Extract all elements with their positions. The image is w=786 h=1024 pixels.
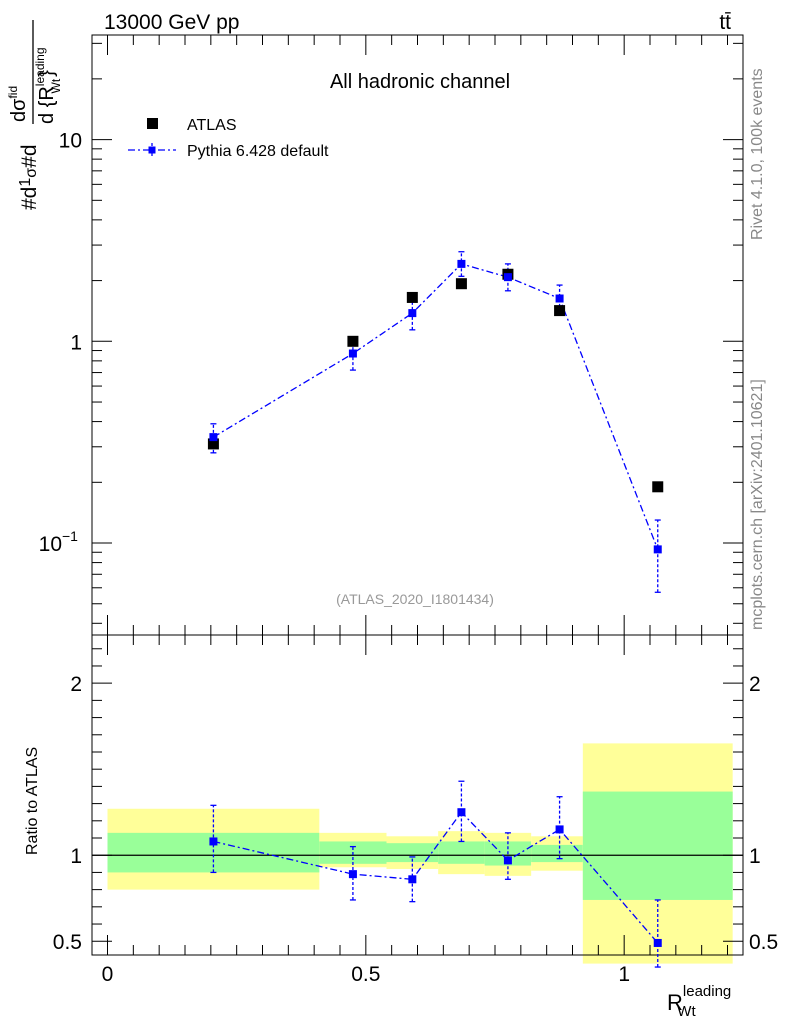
atlas-point [652, 481, 664, 493]
main-y-tick-exponent: −1 [62, 528, 78, 544]
pythia-point [348, 349, 357, 358]
ylabel-sigma-frac: 1 [17, 178, 34, 187]
main-y-tick-label: 10 [59, 130, 82, 153]
ratio-point [408, 875, 417, 884]
main-y-tick-label: 1 [70, 331, 82, 354]
main-plot-area [207, 251, 664, 593]
ratio-y-title: Ratio to ATLAS [24, 747, 41, 855]
ratio-plot-area [92, 780, 743, 968]
ylabel-sigma: σ [23, 168, 40, 178]
ratio-point [653, 938, 662, 947]
ratio-band-inner [438, 841, 485, 864]
atlas-point [455, 278, 467, 290]
ylabel-wt: Wt [49, 78, 63, 93]
ylabel-leading: leading [33, 47, 47, 86]
energy-label: 13000 GeV pp [104, 11, 239, 34]
ratio-y-tick-label: 2 [70, 673, 82, 696]
ylabel-brace: } [36, 70, 58, 77]
atlas-point [554, 305, 566, 317]
ratio-band-inner [531, 844, 583, 863]
svg-text:dσfid: dσfid [6, 86, 30, 122]
ratio-y-tick-label-right: 1 [749, 845, 761, 868]
atlas-point [406, 291, 418, 303]
ratio-point [555, 825, 564, 834]
ylabel-d1: #d [18, 187, 41, 210]
pythia-point [457, 259, 466, 268]
xlabel-wt: Wt [677, 1003, 696, 1020]
ylabel-fid: fid [6, 86, 20, 99]
atlas-point [347, 335, 359, 347]
ratio-point [503, 856, 512, 865]
legend-label-pythia: Pythia 6.428 default [187, 143, 329, 160]
ratio-point [457, 808, 466, 817]
main-x-ticks [107, 35, 728, 635]
ratio-y-tick-label: 1 [70, 845, 82, 868]
rivet-label: Rivet 4.1.0, 100k events [749, 68, 766, 240]
ratio-band-inner [386, 843, 439, 863]
pythia-point [503, 273, 512, 282]
ylabel-d2: #d [18, 145, 41, 168]
source-label: mcplots.cern.ch [arXiv:2401.10621] [749, 379, 766, 630]
ratio-band-inner [582, 791, 733, 900]
x-tick-label: 1 [618, 963, 630, 986]
legend-marker-pythia [148, 146, 156, 154]
x-tick-label: 0 [102, 963, 114, 986]
ratio-x-ticks: 0 0.5 1 [102, 635, 728, 986]
ratio-point [209, 837, 218, 846]
xlabel-r: R [667, 990, 683, 1015]
x-axis-title: Rleading Wt [667, 983, 731, 1020]
ratio-bands [107, 743, 733, 964]
legend: ATLAS Pythia 6.428 default [128, 117, 329, 160]
process-label: tt̄ [719, 11, 731, 34]
ylabel-dsigma: dσ [8, 98, 30, 122]
pythia-point [408, 309, 417, 318]
pythia-line [213, 263, 659, 550]
ratio-y-tick-label-right: 2 [749, 673, 761, 696]
ylabel-denominator: d {R [36, 86, 58, 124]
legend-label-atlas: ATLAS [187, 117, 237, 134]
x-tick-label: 0.5 [351, 963, 380, 986]
ratio-point [348, 870, 357, 879]
main-y-tick-label: 10 [39, 533, 62, 556]
ratio-y-tick-label: 0.5 [53, 931, 82, 954]
main-y-title: #d1σ#d dσfid d {Rleading Wt} [6, 20, 63, 210]
watermark: (ATLAS_2020_I1801434) [336, 591, 494, 607]
legend-marker-atlas [147, 118, 158, 129]
atlas-point [207, 438, 219, 450]
pythia-point [209, 433, 218, 442]
svg-text:#d1σ#d: #d1σ#d [17, 145, 41, 211]
pythia-point [653, 545, 662, 554]
ratio-y-tick-label-right: 0.5 [749, 931, 778, 954]
xlabel-leading: leading [683, 983, 731, 1000]
main-title: All hadronic channel [330, 71, 510, 93]
pythia-point [555, 294, 564, 303]
ratio-panel: 0.5 0.51 12 2 0 0.5 1 Ratio to ATLAS Rleading… [24, 634, 778, 1020]
